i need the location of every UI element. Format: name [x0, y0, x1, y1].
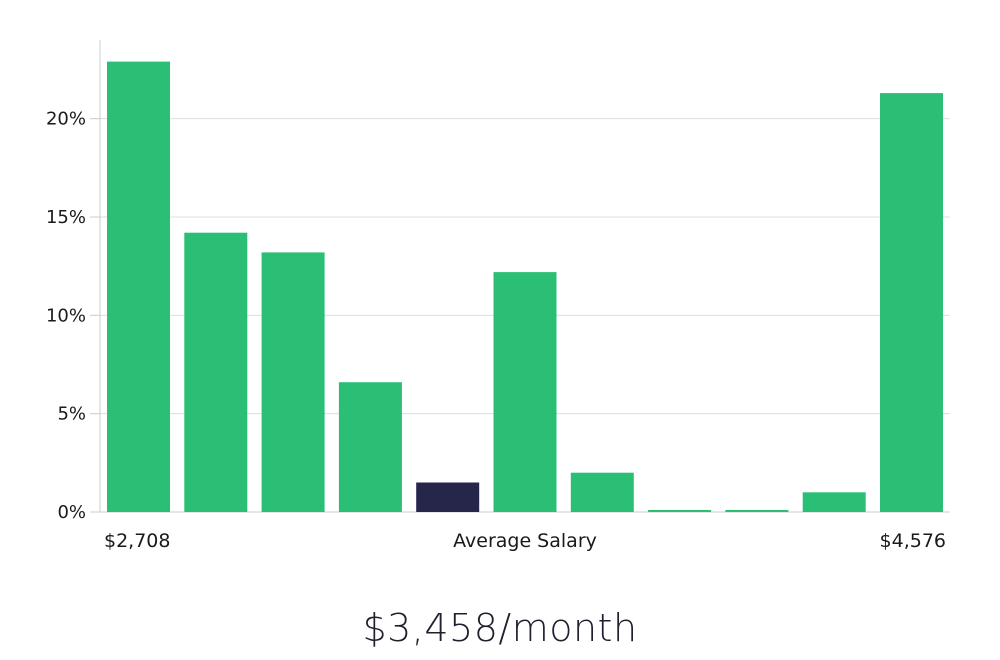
x-center-label: Average Salary	[453, 530, 597, 552]
bar	[570, 472, 634, 512]
y-tick-label: 20%	[46, 109, 86, 130]
bar	[648, 510, 712, 512]
x-labels: $2,708 Average Salary $4,576	[104, 530, 946, 552]
bar	[261, 252, 325, 512]
y-tick-label: 10%	[46, 305, 86, 326]
y-tick-label: 0%	[57, 502, 86, 523]
bar-highlighted	[416, 482, 480, 512]
bar	[725, 510, 789, 512]
bar	[802, 492, 866, 512]
average-salary-value: $3,458/month	[362, 606, 638, 650]
x-start-label: $2,708	[104, 530, 170, 552]
y-tick-labels: 0% 5% 10% 15% 20%	[46, 109, 86, 523]
bars	[107, 61, 943, 512]
bar	[107, 61, 170, 512]
y-tick-label: 15%	[46, 207, 86, 228]
y-tick-label: 5%	[57, 404, 86, 425]
bar	[338, 382, 402, 512]
x-end-label: $4,576	[880, 530, 946, 552]
bar	[184, 232, 248, 512]
bar	[493, 272, 557, 512]
bar	[880, 93, 943, 512]
histogram-plot: 0% 5% 10% 15% 20% $2,708 Average Salary $4,5…	[46, 40, 950, 552]
